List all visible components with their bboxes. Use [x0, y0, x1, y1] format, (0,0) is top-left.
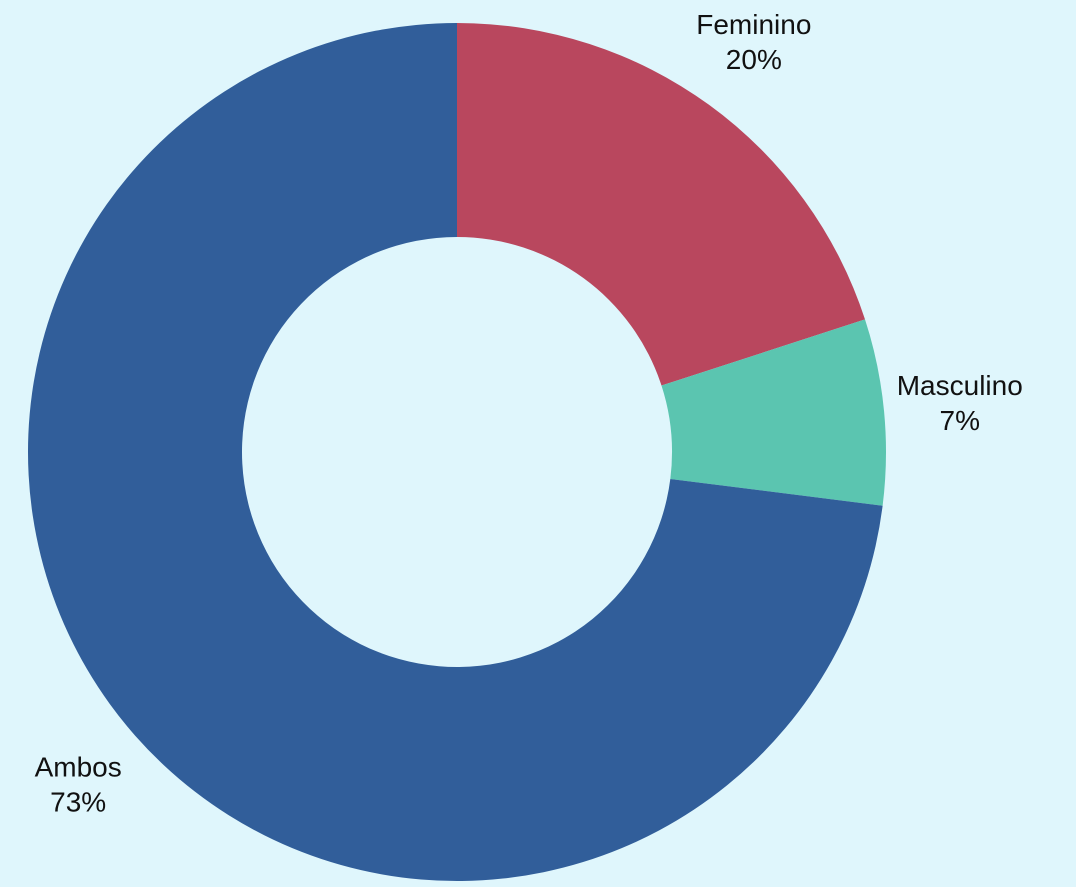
- donut-slice: [457, 23, 866, 386]
- slice-value-label: 20%: [726, 44, 782, 75]
- slice-label: Masculino: [897, 370, 1023, 401]
- slice-label: Feminino: [696, 9, 811, 40]
- slice-value-label: 73%: [50, 786, 106, 817]
- slice-value-label: 7%: [940, 405, 980, 436]
- slice-label: Ambos: [35, 751, 122, 782]
- donut-slice: [28, 23, 883, 882]
- donut-slice: [661, 319, 887, 506]
